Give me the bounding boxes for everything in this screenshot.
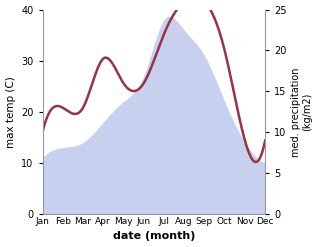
Y-axis label: max temp (C): max temp (C) bbox=[5, 76, 16, 148]
Y-axis label: med. precipitation
(kg/m2): med. precipitation (kg/m2) bbox=[291, 67, 313, 157]
X-axis label: date (month): date (month) bbox=[113, 231, 195, 242]
